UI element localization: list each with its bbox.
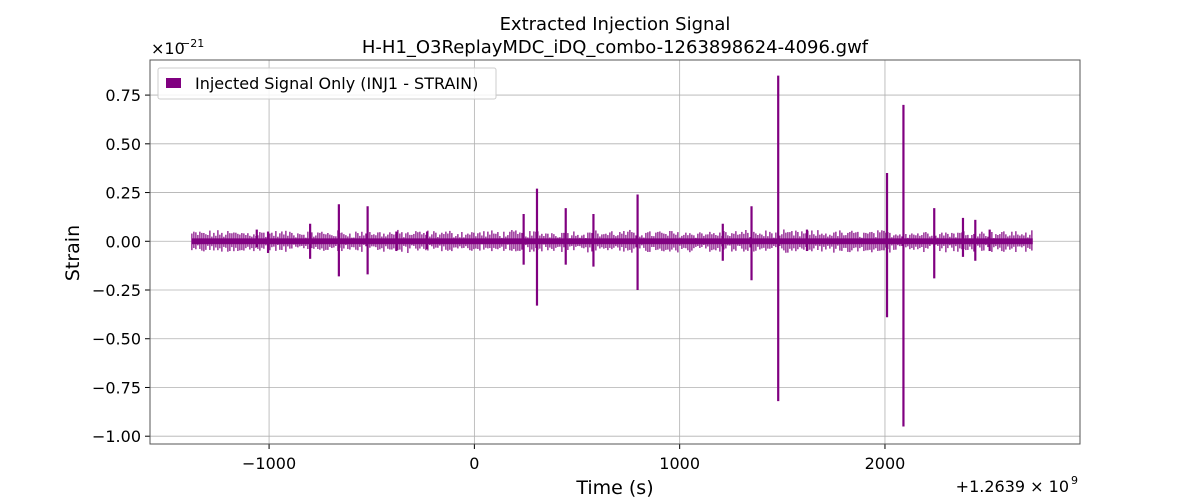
chart-subtitle: H-H1_O3ReplayMDC_iDQ_combo-1263898624-40… — [362, 37, 869, 58]
y-tick-label: −0.75 — [92, 378, 141, 397]
y-tick-label: −0.25 — [92, 281, 141, 300]
y-tick-label: −0.50 — [92, 330, 141, 349]
chart-title: Extracted Injection Signal — [500, 14, 731, 35]
x-offset-text: +1.2639 × 10 — [956, 477, 1069, 496]
y-axis-label: Strain — [62, 225, 84, 281]
legend-label: Injected Signal Only (INJ1 - STRAIN) — [195, 74, 478, 93]
x-tick-label: −1000 — [242, 454, 296, 473]
x-tick-label: 1000 — [659, 454, 700, 473]
y-scale-exponent: −21 — [181, 37, 204, 50]
legend-swatch — [166, 78, 181, 88]
plot-frame — [149, 59, 1081, 445]
x-offset-exponent: 9 — [1071, 474, 1078, 487]
legend-box — [157, 67, 497, 100]
y-scale-factor: ×10 −21 — [151, 37, 204, 58]
y-tick-label: 0.75 — [105, 86, 141, 105]
y-tick-label: 0.50 — [105, 135, 141, 154]
x-tick-label: 2000 — [865, 454, 906, 473]
x-axis-ticks: −1000 0 1000 2000 — [242, 444, 905, 473]
signal-trace — [191, 75, 1033, 427]
x-axis-label: Time (s) — [575, 477, 653, 499]
y-tick-label: 0.00 — [105, 232, 141, 251]
x-tick-label: 0 — [469, 454, 479, 473]
y-axis-ticks: 0.75 0.50 0.25 0.00 −0.25 −0.50 −0.75 −1.00 — [92, 86, 150, 446]
x-offset-factor: +1.2639 × 10 9 — [956, 474, 1078, 496]
y-tick-label: 0.25 — [105, 184, 141, 203]
legend: Injected Signal Only (INJ1 - STRAIN) — [157, 67, 497, 100]
y-scale-text: ×10 — [151, 39, 185, 58]
y-tick-label: −1.00 — [92, 427, 141, 446]
